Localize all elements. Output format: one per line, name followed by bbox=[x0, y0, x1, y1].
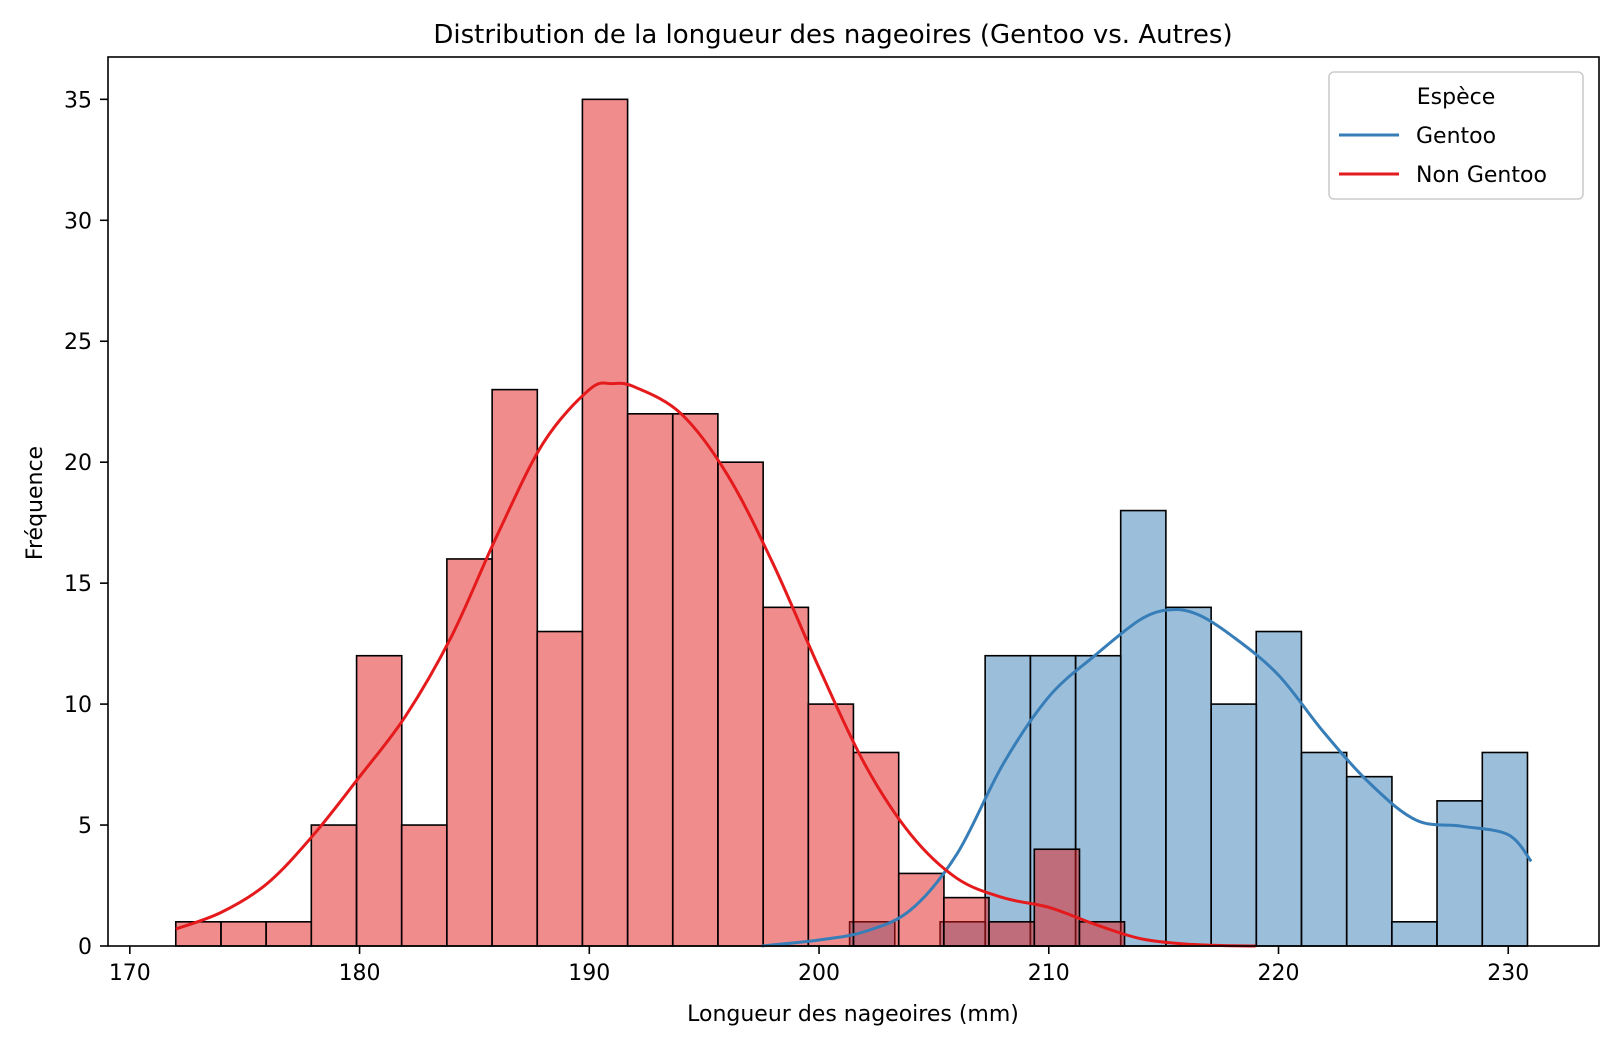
y-tick-label: 5 bbox=[78, 814, 92, 839]
legend-label-gentoo: Gentoo bbox=[1416, 124, 1496, 149]
bar-non-gentoo-12 bbox=[717, 461, 764, 947]
bar-non-gentoo-8 bbox=[536, 630, 584, 947]
bar-non-gentoo-5 bbox=[400, 824, 448, 947]
bar-non-gentoo-6 bbox=[446, 558, 493, 947]
bar-non-gentoo-7 bbox=[491, 388, 539, 947]
bar-non-gentoo-13 bbox=[762, 606, 810, 947]
bar-gentoo-14 bbox=[1481, 751, 1529, 947]
bar-non-gentoo-18 bbox=[988, 921, 1036, 947]
y-axis-label: Fréquence bbox=[23, 446, 48, 560]
bar-gentoo-9 bbox=[1255, 630, 1303, 947]
chart-title: Distribution de la longueur des nageoire… bbox=[433, 20, 1232, 50]
y-axis-ticks: 0 5 10 15 20 25 30 35 bbox=[64, 88, 108, 960]
legend-title: Espèce bbox=[1417, 85, 1496, 110]
y-tick-label: 20 bbox=[64, 451, 92, 476]
y-tick-label: 0 bbox=[78, 935, 92, 960]
x-axis-ticks: 170 180 190 200 210 220 230 bbox=[109, 946, 1529, 986]
x-tick-label: 190 bbox=[568, 961, 610, 986]
bar-non-gentoo-10 bbox=[626, 413, 674, 947]
legend-box bbox=[1328, 71, 1584, 200]
bar-non-gentoo-17 bbox=[942, 896, 990, 947]
x-tick-label: 200 bbox=[798, 961, 840, 986]
bar-non-gentoo-14 bbox=[807, 703, 855, 947]
x-tick-label: 180 bbox=[339, 961, 381, 986]
bar-gentoo-10 bbox=[1300, 751, 1348, 947]
x-tick-label: 170 bbox=[109, 961, 151, 986]
bar-gentoo-13 bbox=[1436, 800, 1484, 947]
y-tick-label: 25 bbox=[64, 330, 92, 355]
bars-layer bbox=[174, 98, 1529, 947]
y-tick-label: 30 bbox=[64, 209, 92, 234]
kde-line-non-gentoo bbox=[175, 381, 1256, 948]
x-tick-label: 210 bbox=[1028, 961, 1070, 986]
x-axis-label: Longueur des nageoires (mm) bbox=[687, 1002, 1019, 1027]
y-tick-label: 10 bbox=[64, 693, 92, 718]
bar-non-gentoo-4 bbox=[355, 654, 403, 947]
x-tick-label: 220 bbox=[1258, 961, 1300, 986]
bar-gentoo-8 bbox=[1210, 703, 1258, 947]
bar-non-gentoo-11 bbox=[671, 413, 719, 947]
kde-layer bbox=[175, 381, 1533, 948]
y-tick-label: 15 bbox=[64, 572, 92, 597]
bar-gentoo-12 bbox=[1390, 921, 1438, 947]
bar-gentoo-11 bbox=[1345, 775, 1393, 947]
y-tick-label: 35 bbox=[64, 88, 92, 113]
bar-non-gentoo-19 bbox=[1033, 848, 1081, 947]
bar-non-gentoo-2 bbox=[265, 921, 313, 947]
kde-line-gentoo bbox=[761, 608, 1533, 948]
plot-frame bbox=[107, 56, 1600, 947]
bar-gentoo-6 bbox=[1119, 509, 1167, 947]
legend: Espèce Gentoo Non Gentoo bbox=[1328, 71, 1584, 200]
x-tick-label: 230 bbox=[1487, 961, 1529, 986]
bar-non-gentoo-1 bbox=[220, 921, 268, 947]
legend-label-non-gentoo: Non Gentoo bbox=[1416, 163, 1547, 188]
bar-non-gentoo-9 bbox=[581, 98, 629, 947]
bar-gentoo-7 bbox=[1165, 606, 1212, 947]
bar-gentoo-5 bbox=[1074, 654, 1122, 947]
bar-non-gentoo-3 bbox=[310, 824, 358, 947]
